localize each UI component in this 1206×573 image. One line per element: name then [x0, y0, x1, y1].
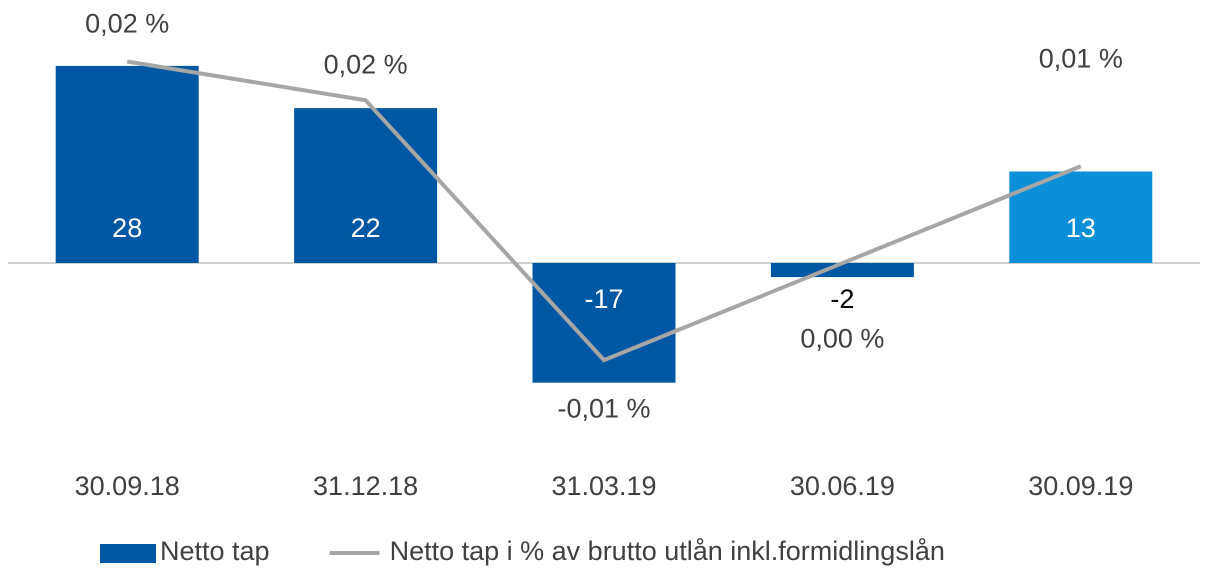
line-value-label: -0,01 %	[557, 393, 650, 423]
bar	[294, 108, 438, 264]
x-tick-label: 30.09.19	[1028, 471, 1133, 501]
line-value-label: 0,00 %	[800, 323, 884, 353]
bar	[532, 263, 676, 383]
bar	[770, 263, 914, 278]
line	[126, 59, 1082, 363]
bar-value-label: -17	[584, 284, 623, 314]
x-tick-label: 30.06.19	[790, 471, 895, 501]
x-tick-label: 31.03.19	[551, 471, 656, 501]
bar-value-label: 13	[1066, 213, 1096, 243]
bar-value-label: 28	[112, 213, 142, 243]
legend-label: Netto tap	[160, 536, 270, 566]
x-tick-label: 31.12.18	[313, 471, 418, 501]
line-value-label: 0,01 %	[1039, 43, 1123, 73]
bar-value-label: 22	[351, 213, 381, 243]
legend-swatch	[100, 544, 156, 563]
legend-label: Netto tap i % av brutto utlån inkl.formi…	[390, 536, 945, 566]
bar	[55, 65, 199, 263]
line-value-label: 0,02 %	[324, 49, 408, 79]
line-value-label: 0,02 %	[85, 9, 169, 39]
x-tick-label: 30.09.18	[75, 471, 180, 501]
bar-value-label: -2	[830, 284, 854, 314]
